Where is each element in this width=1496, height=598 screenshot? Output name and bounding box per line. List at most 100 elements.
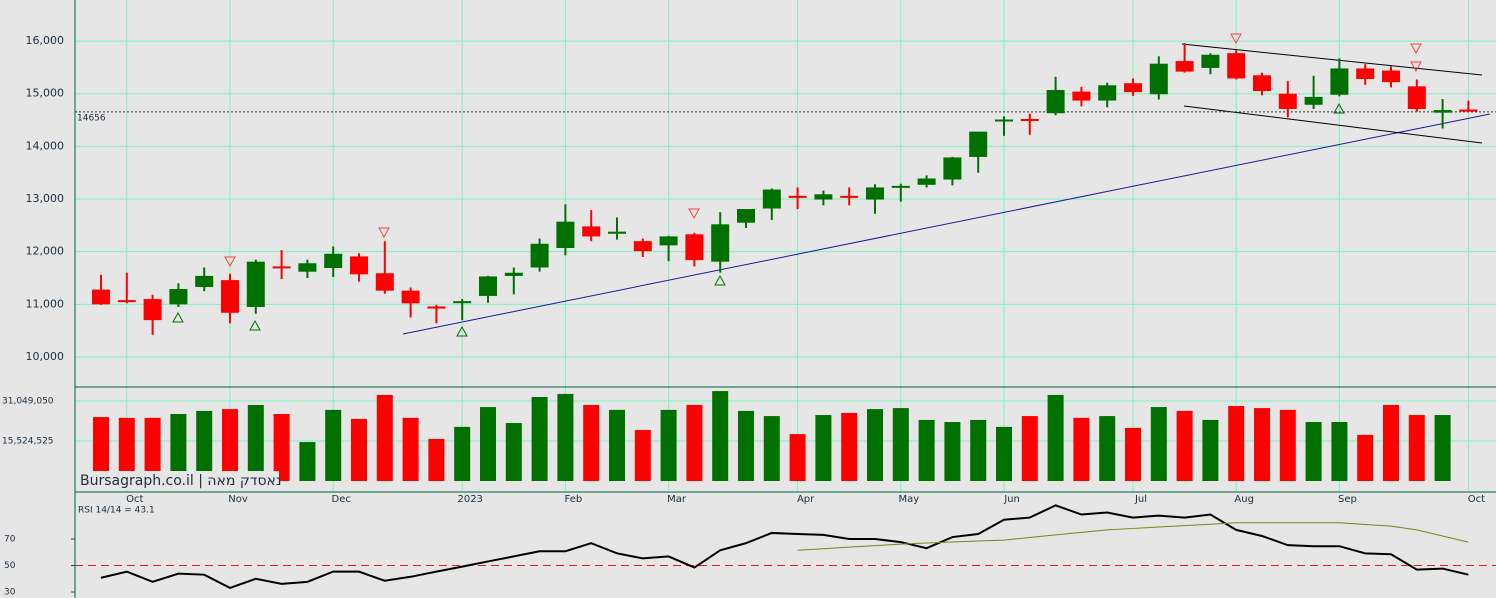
volume-bar (247, 404, 264, 481)
y-tick-label: 15,524,525 (2, 436, 54, 446)
candle-body (221, 280, 239, 313)
candle-body (1253, 75, 1271, 92)
candle-body (92, 289, 110, 305)
candle-body (556, 221, 575, 248)
candle-body (1227, 53, 1246, 79)
candle-body (1046, 90, 1065, 114)
volume-bar (583, 404, 600, 481)
y-tick-label: 31,049,050 (2, 396, 54, 406)
volume-bar (1357, 434, 1374, 481)
x-tick-label: 2023 (457, 494, 482, 505)
x-tick-label: Oct (126, 494, 143, 505)
x-tick-label: May (898, 494, 919, 505)
candle-body (814, 194, 833, 200)
watermark: Bursagraph.co.il | נאסדק מאה (80, 473, 282, 489)
volume-bar (815, 415, 832, 481)
volume-bar (996, 426, 1012, 481)
candle-body (1124, 83, 1142, 93)
candle-body (1020, 118, 1039, 121)
volume-bar (402, 417, 419, 481)
volume-bar (892, 408, 909, 481)
volume-bar (299, 442, 316, 481)
volume-bar (1021, 416, 1038, 481)
candle-body (350, 256, 368, 275)
volume-bar (1331, 421, 1348, 481)
candle-body (711, 224, 730, 262)
watermark-box (77, 471, 279, 490)
channel-line (1181, 43, 1483, 76)
x-tick-label: Jun (1003, 494, 1020, 505)
volume-bar (1202, 419, 1219, 481)
y-tick-label: 50 (4, 561, 16, 571)
signal-markers (224, 33, 1422, 268)
volume-bar (557, 393, 574, 481)
candle-body (1201, 54, 1220, 68)
candle-body (840, 195, 859, 198)
volume-bar (351, 418, 367, 481)
candle-body (1330, 68, 1349, 95)
candle-body (995, 119, 1013, 122)
signal-markers (172, 102, 1345, 337)
volume-bar (222, 409, 238, 481)
volume-bar (1228, 406, 1245, 481)
x-tick-label: Feb (565, 494, 583, 505)
candle-body (969, 131, 988, 157)
candle-body (608, 231, 626, 234)
x-tick-label: Aug (1234, 494, 1254, 505)
candle-body (943, 157, 962, 180)
volume-bar (454, 426, 471, 481)
candle-body (1149, 63, 1168, 95)
candle-body (504, 272, 523, 276)
volume-bar (1150, 407, 1167, 481)
volume-bar (1125, 427, 1141, 481)
volume-bar (970, 419, 987, 481)
candle-body (1304, 96, 1323, 105)
candle-body (479, 276, 497, 296)
y-tick-label: 14,000 (26, 139, 65, 152)
volume-bar (1176, 410, 1193, 481)
volume-bar (1047, 394, 1064, 481)
volume-bar (1305, 421, 1322, 481)
candle-body (762, 189, 781, 209)
volume-bar (944, 421, 961, 481)
candle-body (195, 275, 214, 287)
x-tick-label: Mar (667, 494, 687, 505)
candle-body (298, 263, 317, 272)
volume-bar (273, 414, 290, 481)
volume-bar (170, 414, 187, 481)
candle-body (633, 241, 652, 252)
y-tick-label: 16,000 (26, 34, 65, 47)
y-tick-label: 11,000 (26, 297, 65, 310)
candle-body (324, 253, 343, 269)
candle-body (530, 243, 549, 268)
y-tick-label: 70 (4, 535, 16, 545)
marks: 14656 (75, 43, 1496, 590)
volume-bar (686, 404, 703, 481)
candle-body (891, 185, 910, 188)
candle-body (401, 290, 420, 304)
rsi-line (797, 522, 1469, 551)
volume-bar (1383, 404, 1399, 481)
channel-line (1183, 105, 1483, 144)
volume-bar (841, 412, 858, 481)
y-tick-label: 10,000 (26, 350, 65, 363)
x-tick-label: Nov (228, 494, 248, 505)
candle-body (685, 234, 704, 261)
candle-body (1407, 86, 1426, 109)
y-tick-label: 30 (4, 588, 16, 598)
y-tick-label: 13,000 (26, 192, 65, 205)
candle-body (375, 273, 394, 291)
candle-body (1382, 70, 1400, 83)
candle-body (1278, 93, 1297, 109)
volume-bar (918, 419, 935, 481)
candle-body (1072, 91, 1091, 101)
x-tick-label: Sep (1338, 494, 1357, 505)
rsi-label: RSI 14/14 = 43.1 (78, 506, 155, 516)
last-price-label: 14656 (77, 113, 106, 123)
volume-bar (789, 434, 806, 481)
candle-body (917, 178, 936, 185)
volume-bar (634, 429, 651, 481)
candle-body (788, 195, 807, 198)
y-tick-label: 12,000 (26, 245, 65, 258)
volume-bar (325, 409, 342, 481)
